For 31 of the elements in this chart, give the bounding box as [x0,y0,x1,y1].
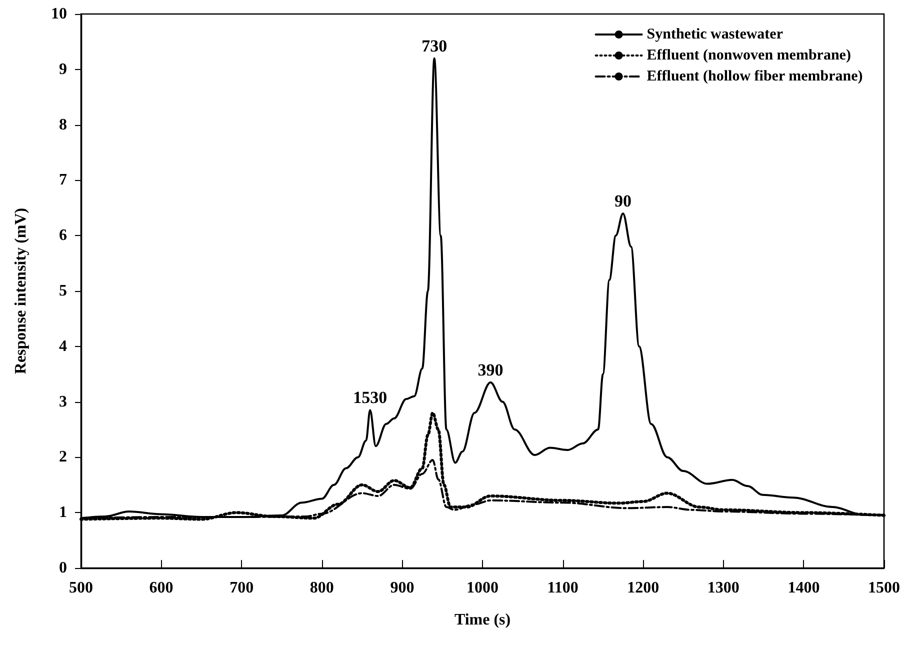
x-tick-label: 1500 [868,580,900,596]
y-tick-label: 4 [59,338,67,355]
x-tick-label: 1300 [707,580,740,596]
legend-label: Synthetic wastewater [646,26,784,42]
x-tick-label: 1100 [547,580,578,596]
legend-label: Effluent (nonwoven membrane) [646,48,851,64]
x-tick-label: 700 [230,580,254,596]
annotation: 90 [614,191,632,210]
x-tick-label: 500 [69,580,93,596]
x-tick-label: 900 [390,580,414,596]
x-tick-label: 1000 [466,580,498,596]
y-tick-label: 5 [59,282,67,300]
y-tick-label: 9 [59,60,67,78]
x-tick-label: 600 [149,580,174,596]
y-tick-label: 0 [59,560,67,576]
annotation: 390 [478,360,504,380]
y-tick-label: 3 [59,393,67,410]
y-tick-label: 2 [59,448,67,466]
y-tick-label: 6 [59,227,67,244]
x-tick-label: 1200 [627,580,660,596]
annotation: 730 [422,36,448,56]
annotation: 1530 [353,388,388,408]
y-tick-label: 1 [59,504,67,522]
x-tick-label: 1400 [788,580,820,596]
x-tick-label: 800 [310,580,334,596]
y-tick-label: 10 [51,6,67,22]
x-axis-title: Time (s) [454,612,511,628]
y-tick-label: 8 [59,116,67,134]
y-tick-label: 7 [59,172,67,189]
legend-label: Effluent (hollow fiber membrane) [646,68,863,84]
y-axis-title: Response intensity (mV) [12,208,30,374]
